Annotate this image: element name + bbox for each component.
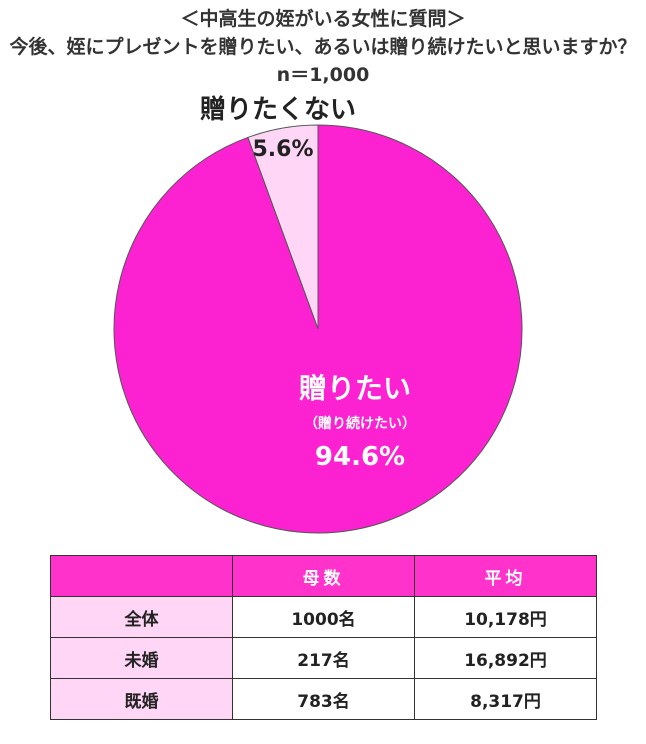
row-label: 既婚: [50, 678, 233, 720]
survey-heading: ＜中高生の姪がいる女性に質問＞: [180, 8, 466, 30]
pie-chart: 贈りたくない 5.6% 贈りたい （贈り続けたい） 94.6%: [113, 94, 523, 534]
slice-value-want: 94.6%: [315, 442, 405, 472]
row-count: 217名: [232, 637, 415, 679]
slice-label-dont-want: 贈りたくない: [200, 94, 356, 125]
slice-sublabel-want: （贈り続けたい）: [304, 415, 416, 432]
table-row: 未婚 217名 16,892円: [50, 637, 597, 679]
pie-slice-want: [113, 124, 523, 534]
row-label: 未婚: [50, 637, 233, 679]
table-header-average: 平均: [414, 555, 597, 597]
row-count: 1000名: [232, 596, 415, 638]
row-count: 783名: [232, 678, 415, 720]
table-row: 全体 1000名 10,178円: [50, 596, 597, 638]
table-header-row: 母数 平均: [50, 555, 597, 597]
slice-value-dont-want: 5.6%: [252, 137, 313, 162]
row-average: 16,892円: [414, 637, 597, 679]
table-header-empty: [50, 555, 233, 597]
row-average: 8,317円: [414, 678, 597, 720]
table-row: 既婚 783名 8,317円: [50, 678, 597, 720]
slice-label-want: 贈りたい: [299, 372, 411, 405]
row-average: 10,178円: [414, 596, 597, 638]
sample-size: n＝1,000: [276, 64, 370, 86]
survey-question: 今後、姪にプレゼントを贈りたい、あるいは贈り続けたいと思いますか？: [9, 36, 637, 58]
row-label: 全体: [50, 596, 233, 638]
summary-table: 母数 平均 全体 1000名 10,178円 未婚 217名 16,892円 既…: [50, 555, 597, 720]
table-header-count: 母数: [232, 555, 415, 597]
